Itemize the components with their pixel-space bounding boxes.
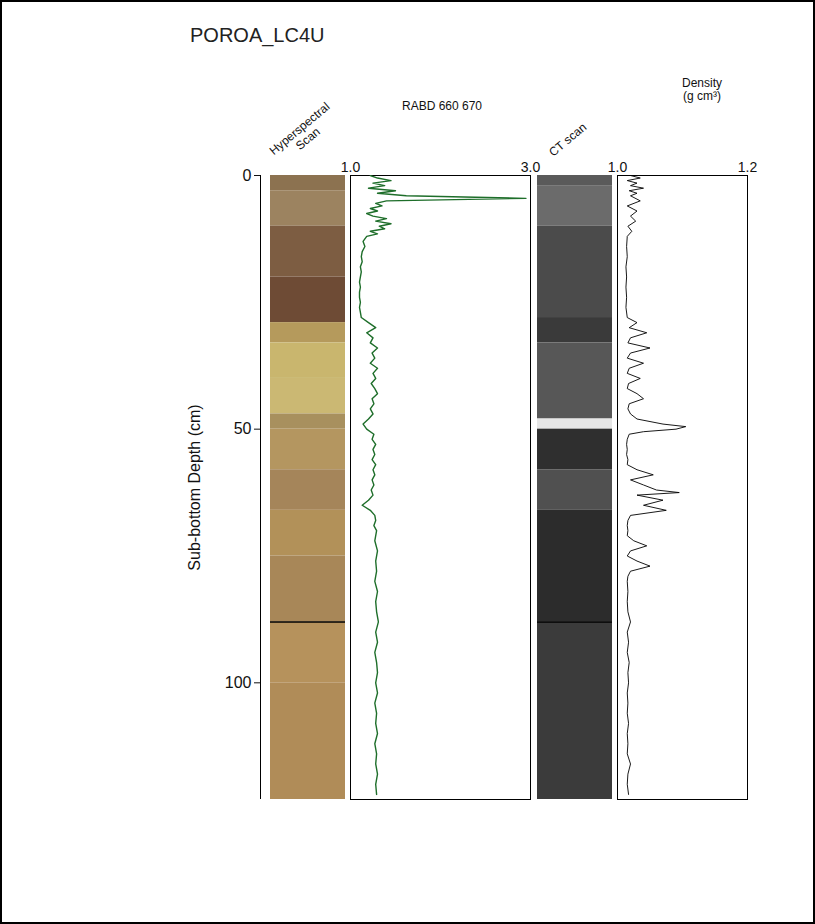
svg-text:0: 0 bbox=[243, 167, 252, 184]
html-text:POROA_LC4U: POROA_LC4U bbox=[190, 24, 325, 46]
html-text:RABD 660 670: RABD 660 670 bbox=[402, 98, 482, 113]
html-text:Density (g cm³): Density (g cm³) bbox=[682, 76, 722, 103]
svg-text:3.0: 3.0 bbox=[521, 159, 541, 175]
svg-text:1.2: 1.2 bbox=[738, 159, 758, 175]
svg-text:1.0: 1.0 bbox=[608, 159, 628, 175]
svg-text:100: 100 bbox=[225, 674, 252, 691]
svg-text:1.0: 1.0 bbox=[341, 159, 361, 175]
html-text:CT scan: CT scan bbox=[546, 120, 590, 160]
svg-text:Sub-bottom Depth (cm): Sub-bottom Depth (cm) bbox=[186, 404, 203, 570]
svg-text:50: 50 bbox=[234, 420, 252, 437]
html-text:Hyperspectral Scan: Hyperspectral Scan bbox=[266, 99, 333, 158]
